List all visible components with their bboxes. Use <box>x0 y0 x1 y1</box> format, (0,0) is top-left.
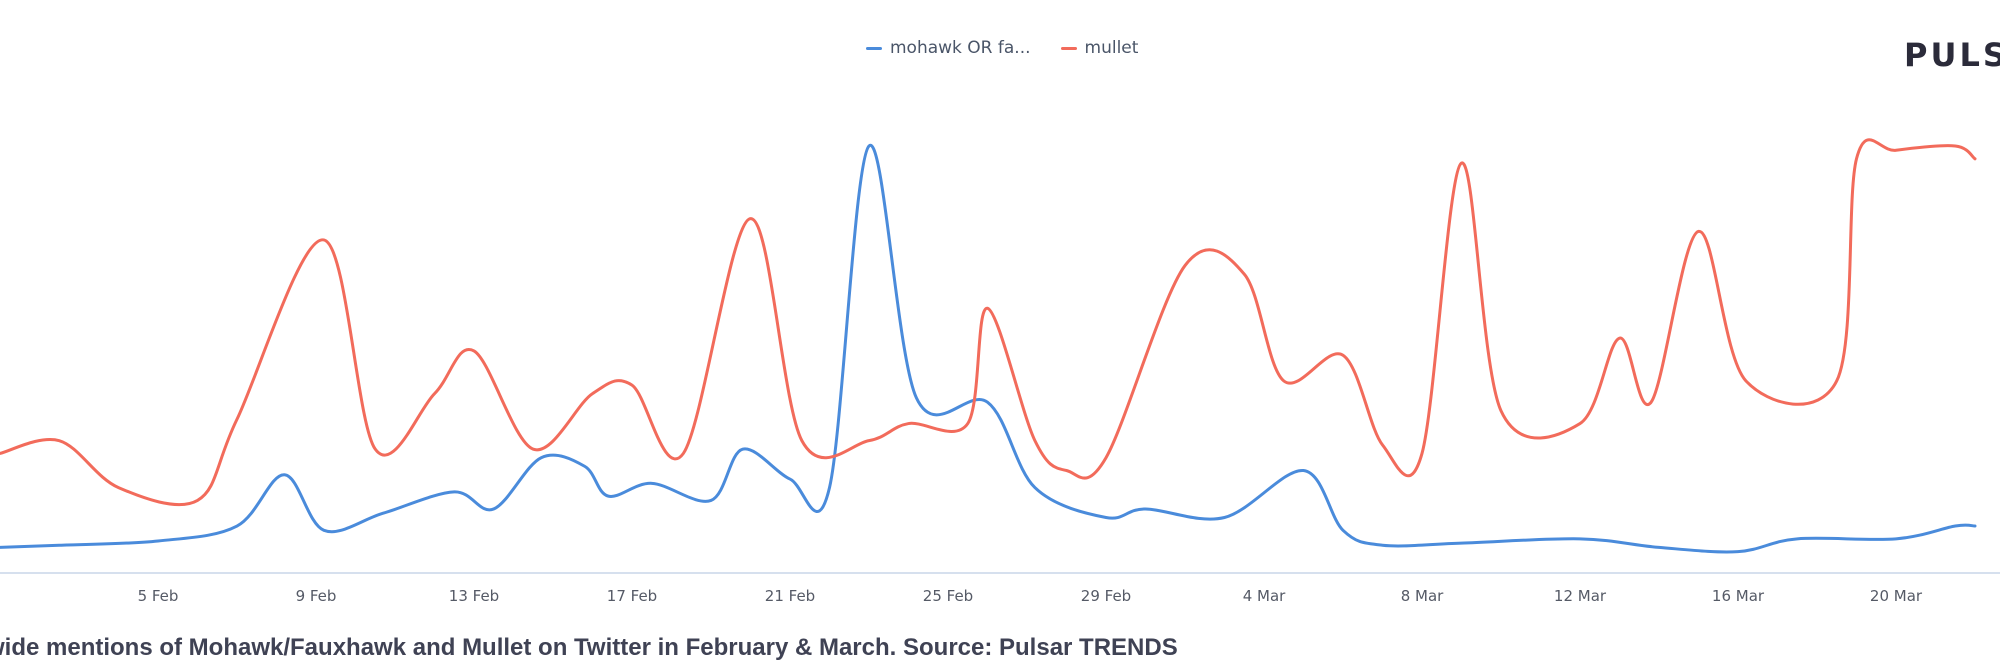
x-tick-label: 12 Mar <box>1554 587 1607 605</box>
x-tick-label: 21 Feb <box>765 587 815 605</box>
legend-label-mullet: mullet <box>1084 38 1139 58</box>
x-tick-label: 8 Mar <box>1401 587 1444 605</box>
legend-swatch-mullet <box>1060 46 1077 50</box>
legend-item-mohawk[interactable]: mohawk OR fa... <box>866 38 1031 58</box>
chart-series <box>0 138 1977 554</box>
legend: mohawk OR fa... mullet <box>866 38 1168 58</box>
chart-caption: wide mentions of Mohawk/Fauxhawk and Mul… <box>0 634 1178 661</box>
x-tick-label: 25 Feb <box>923 587 973 605</box>
legend-label-mohawk: mohawk OR fa... <box>890 38 1031 58</box>
x-axis-ticks: 5 Feb 9 Feb 13 Feb 17 Feb 21 Feb 25 Feb 29 Feb… <box>138 587 1923 605</box>
x-tick-label: 17 Feb <box>607 587 657 605</box>
brand-logo: PULS <box>1904 36 2000 74</box>
x-tick-label: 5 Feb <box>138 587 179 605</box>
x-tick-label: 16 Mar <box>1712 587 1765 605</box>
x-tick-label: 29 Feb <box>1081 587 1131 605</box>
x-tick-label: 9 Feb <box>296 587 337 605</box>
x-tick-label: 13 Feb <box>449 587 499 605</box>
x-tick-label: 20 Mar <box>1870 587 1923 605</box>
series-line-mullet[interactable] <box>0 138 1977 507</box>
legend-swatch-mohawk <box>866 46 882 50</box>
series-line-mohawk[interactable] <box>0 144 1977 554</box>
x-tick-label: 4 Mar <box>1243 587 1286 605</box>
legend-item-mullet[interactable]: mullet <box>1060 38 1139 58</box>
